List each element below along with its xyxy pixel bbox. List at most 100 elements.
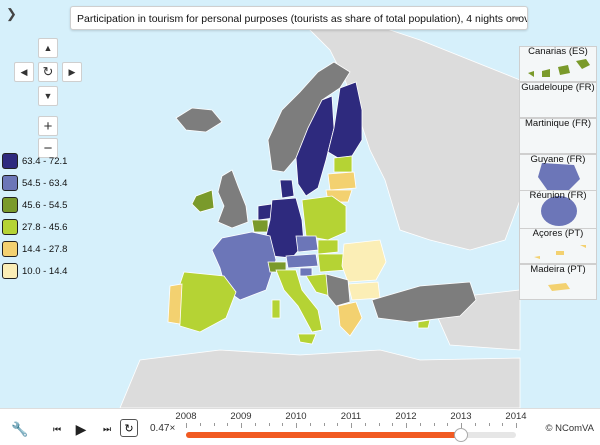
inset-guadeloupe[interactable]: Guadeloupe (FR) <box>519 82 597 118</box>
collapse-panel-icon[interactable]: ❯ <box>6 6 17 21</box>
country-czechia <box>295 235 319 253</box>
timeline-tick <box>323 423 325 426</box>
zoom-out-button[interactable]: − <box>38 138 58 158</box>
legend-item[interactable]: 63.4 - 72.1 <box>2 150 67 172</box>
inset-acores[interactable]: Açores (PT) <box>519 228 597 264</box>
last-year-button[interactable]: ⏭ <box>100 418 114 440</box>
timeline-tick <box>241 423 242 428</box>
timeline-tick <box>254 423 256 426</box>
timeline-tick <box>364 423 366 426</box>
loop-button[interactable]: ↻ <box>120 419 138 437</box>
timeline-tick <box>406 423 407 428</box>
minus-icon: − <box>43 139 53 157</box>
country-romania <box>341 239 387 283</box>
pan-up-button[interactable]: ▲ <box>38 38 58 58</box>
speed-label[interactable]: 0.47× <box>150 423 176 434</box>
inset-reunion[interactable]: Réunion (FR) <box>519 190 597 230</box>
pan-down-button[interactable]: ▼ <box>38 86 58 106</box>
year-label[interactable]: 2010 <box>285 411 307 422</box>
credit-text: © NComVA <box>545 423 594 434</box>
timeline-tick <box>296 423 297 428</box>
timeline-tick <box>378 423 380 426</box>
timeline-tick <box>447 423 449 426</box>
timeline-track[interactable] <box>186 428 516 442</box>
country-italy <box>275 269 323 333</box>
country-cyprus <box>417 319 431 329</box>
country-ireland <box>191 189 215 213</box>
arrow-right-icon: ▶ <box>68 66 76 77</box>
island-sicily <box>297 333 317 345</box>
country-hungary <box>317 253 347 273</box>
pan-right-button[interactable]: ▶ <box>62 62 82 82</box>
country-estonia <box>333 155 353 173</box>
country-greece <box>337 301 363 337</box>
year-label[interactable]: 2008 <box>175 411 197 422</box>
legend-label: 10.0 - 14.4 <box>22 265 68 277</box>
legend-label: 27.8 - 45.6 <box>22 221 68 233</box>
settings-button[interactable]: 🔧 <box>10 418 30 440</box>
timeline-tick <box>186 423 187 428</box>
map-legend: 63.4 - 72.1 54.5 - 63.4 45.6 - 54.5 27.8… <box>2 150 67 282</box>
inset-label: Martinique (FR) <box>525 118 591 129</box>
timeline-tick <box>461 423 462 428</box>
timeline-handle[interactable] <box>454 428 468 442</box>
inset-guyane[interactable]: Guyane (FR) <box>519 154 597 194</box>
plus-icon: + <box>43 117 53 135</box>
country-bulgaria <box>347 281 381 301</box>
country-finland <box>327 81 363 159</box>
first-year-button[interactable]: ⏮ <box>50 418 64 440</box>
year-label[interactable]: 2011 <box>340 411 362 422</box>
legend-swatch <box>2 197 18 213</box>
timeline-tick <box>419 423 421 426</box>
legend-swatch <box>2 175 18 191</box>
skip-back-icon: ⏮ <box>52 423 62 434</box>
timeline-ticks <box>186 423 517 429</box>
timeline-tick <box>502 423 504 426</box>
inset-label: Réunion (FR) <box>529 190 587 201</box>
legend-item[interactable]: 10.0 - 14.4 <box>2 260 67 282</box>
timeline-tick <box>351 423 352 428</box>
reset-view-button[interactable]: ↻ <box>38 62 58 82</box>
country-austria <box>285 253 319 269</box>
timeline-tick <box>474 423 476 426</box>
legend-item[interactable]: 45.6 - 54.5 <box>2 194 67 216</box>
pan-left-button[interactable]: ◀ <box>14 62 34 82</box>
timeline-tick <box>199 423 201 426</box>
timeline-progress <box>186 432 461 438</box>
indicator-selector[interactable]: Participation in tourism for personal pu… <box>70 6 528 30</box>
year-label[interactable]: 2012 <box>395 411 417 422</box>
wrench-icon: 🔧 <box>11 420 29 437</box>
inset-label: Madeira (PT) <box>530 264 586 275</box>
country-slovakia <box>317 239 339 255</box>
timeline-tick <box>337 423 339 426</box>
legend-item[interactable]: 14.4 - 27.8 <box>2 238 67 260</box>
legend-swatch <box>2 153 18 169</box>
arrow-down-icon: ▼ <box>43 91 53 101</box>
arrow-up-icon: ▲ <box>43 43 53 53</box>
inset-canarias[interactable]: Canarias (ES) <box>519 46 597 82</box>
timeline-tick <box>213 423 215 426</box>
island-sardinia <box>271 299 281 319</box>
legend-label: 14.4 - 27.8 <box>22 243 68 255</box>
inset-madeira[interactable]: Madeira (PT) <box>519 264 597 300</box>
country-turkey <box>371 281 477 323</box>
timeline-tick <box>227 423 229 426</box>
legend-swatch <box>2 219 18 235</box>
year-label[interactable]: 2014 <box>505 411 527 422</box>
country-western-balkans <box>325 273 351 307</box>
year-label[interactable]: 2013 <box>450 411 472 422</box>
legend-label: 54.5 - 63.4 <box>22 177 68 189</box>
year-label[interactable]: 2009 <box>230 411 252 422</box>
timeline-tick <box>488 423 490 426</box>
legend-item[interactable]: 54.5 - 63.4 <box>2 172 67 194</box>
timeline-tick <box>516 423 517 428</box>
play-icon: ▶ <box>75 420 87 437</box>
choropleth-map[interactable] <box>0 0 600 408</box>
inset-martinique[interactable]: Martinique (FR) <box>519 118 597 154</box>
legend-item[interactable]: 27.8 - 45.6 <box>2 216 67 238</box>
indicator-title: Participation in tourism for personal pu… <box>77 13 528 25</box>
timeline-tick <box>268 423 270 426</box>
play-button[interactable]: ▶ <box>72 418 90 440</box>
legend-swatch <box>2 263 18 279</box>
zoom-in-button[interactable]: + <box>38 116 58 136</box>
